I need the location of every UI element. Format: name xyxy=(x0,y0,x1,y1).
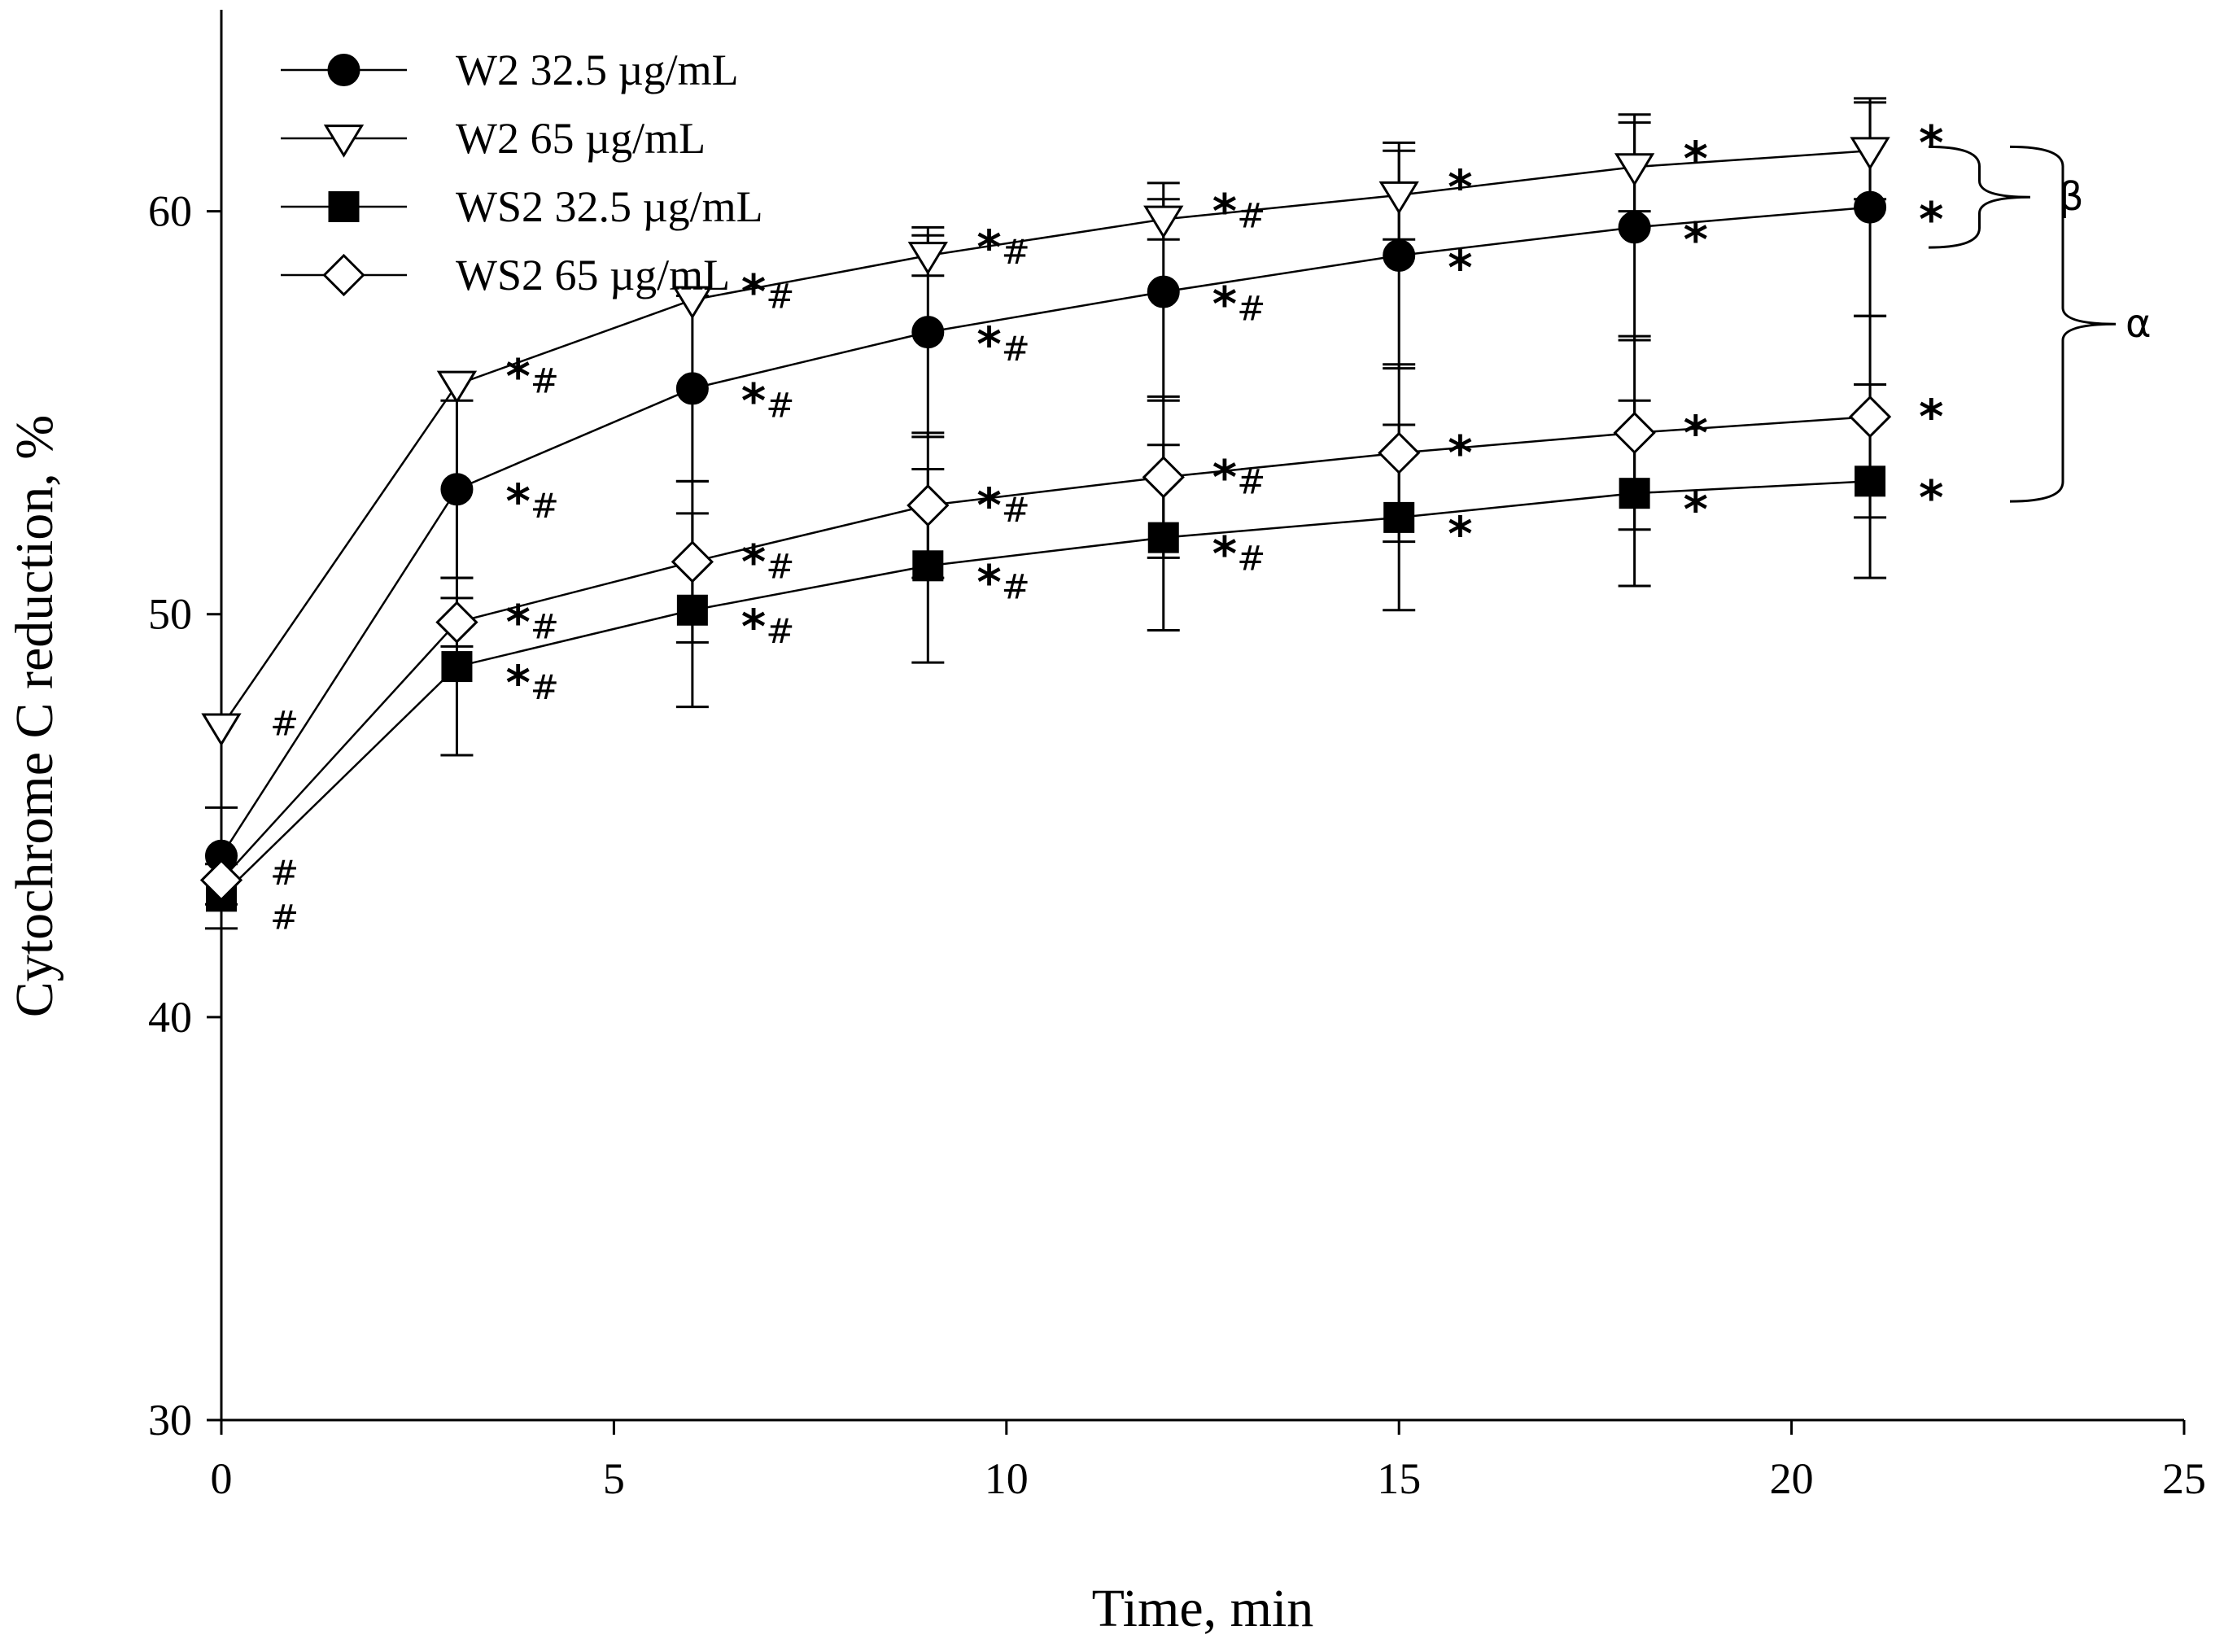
beta-bracket xyxy=(1928,145,2031,249)
x-tick-label: 5 xyxy=(603,1454,625,1503)
data-point xyxy=(672,286,713,320)
significance-mark: *# xyxy=(505,474,559,529)
significance-mark: * xyxy=(1684,131,1708,186)
significance-mark: * xyxy=(1448,506,1472,562)
data-point xyxy=(671,540,714,583)
significance-mark: * xyxy=(1919,115,1943,170)
y-tick-label: 30 xyxy=(148,1396,192,1444)
data-point xyxy=(1142,456,1185,499)
legend-marker xyxy=(322,253,365,297)
brackets: βα xyxy=(1928,145,2152,503)
y-tick-label: 40 xyxy=(148,993,192,1042)
series-layer xyxy=(199,97,1892,930)
legend-label: W2 65 µg/mL xyxy=(456,114,706,163)
x-tick-label: 10 xyxy=(985,1454,1029,1503)
data-point xyxy=(907,242,948,275)
series-line xyxy=(220,150,1871,728)
alpha-bracket-label: α xyxy=(2125,301,2152,347)
legend-marker xyxy=(327,54,360,86)
significance-mark: * xyxy=(1684,405,1708,461)
significance-mark: * xyxy=(1684,482,1708,537)
data-point xyxy=(1383,239,1416,273)
significance-mark: * xyxy=(1684,212,1708,267)
legend-label: WS2 32.5 µg/mL xyxy=(456,182,763,231)
significance-mark: *# xyxy=(505,595,559,650)
x-tick-label: 20 xyxy=(1770,1454,1814,1503)
significance-mark: *# xyxy=(741,534,795,589)
series-line xyxy=(221,480,1871,898)
y-tick-label: 60 xyxy=(148,187,192,236)
significance-mark: # xyxy=(270,853,299,893)
y-tick-label: 50 xyxy=(148,590,192,639)
x-axis-title: Time, min xyxy=(1092,1579,1314,1638)
significance-mark: *# xyxy=(741,373,795,428)
data-point xyxy=(1613,411,1656,455)
legend-item: W2 32.5 µg/mL xyxy=(281,46,739,94)
significance-mark: # xyxy=(270,897,299,937)
significance-mark: *# xyxy=(505,348,559,404)
significance-mark: * xyxy=(1448,240,1472,295)
series-2 xyxy=(201,101,1890,747)
significance-mark: * xyxy=(1919,470,1943,525)
y-axis-title: Cytochrome C reduction, % xyxy=(5,415,64,1018)
annotation-layer: #*#*#*#*#** *#*#*#*#*#** *#*#*#*#*# * * **#*#… xyxy=(270,115,1943,937)
data-point xyxy=(1614,153,1655,186)
data-point xyxy=(1378,431,1421,474)
significance-mark: *# xyxy=(741,264,795,320)
significance-mark: *# xyxy=(1212,183,1266,238)
legend: W2 32.5 µg/mL W2 65 µg/mL WS2 32.5 µg/mL WS… xyxy=(281,46,763,299)
legend-item: WS2 65 µg/mL xyxy=(281,251,730,299)
data-point xyxy=(199,859,243,902)
data-point xyxy=(907,483,950,527)
significance-mark: *# xyxy=(1212,527,1266,582)
significance-mark: * xyxy=(1919,389,1943,444)
significance-mark: * xyxy=(1919,192,1943,247)
significance-mark: * xyxy=(1448,160,1472,215)
legend-item: WS2 32.5 µg/mL xyxy=(281,182,763,231)
significance-mark: *# xyxy=(741,599,795,654)
data-point xyxy=(440,473,474,506)
significance-mark: * xyxy=(1448,426,1472,481)
significance-mark: *# xyxy=(505,655,559,710)
significance-mark: *# xyxy=(976,317,1030,372)
significance-mark: *# xyxy=(976,220,1030,275)
significance-mark: *# xyxy=(1212,449,1266,505)
axes: 0 5 10 15 20 25 30 40 50 60 xyxy=(148,10,2206,1503)
series-line xyxy=(221,415,1871,881)
legend-label: W2 32.5 µg/mL xyxy=(456,46,739,94)
legend-marker xyxy=(323,125,365,158)
data-point xyxy=(1848,395,1892,439)
data-point xyxy=(436,370,478,404)
legend-marker xyxy=(328,191,360,222)
data-point xyxy=(1143,205,1184,239)
legend-item: W2 65 µg/mL xyxy=(281,114,706,163)
significance-mark: *# xyxy=(1212,277,1266,332)
data-point xyxy=(1618,211,1651,244)
x-tick-label: 0 xyxy=(211,1454,233,1503)
data-point xyxy=(441,651,473,683)
alpha-bracket xyxy=(2009,145,2117,503)
data-point xyxy=(435,601,478,644)
data-point xyxy=(1147,275,1180,308)
x-tick-label: 25 xyxy=(2162,1454,2206,1503)
data-point xyxy=(201,713,242,747)
data-point xyxy=(911,316,945,349)
x-tick-label: 15 xyxy=(1377,1454,1421,1503)
significance-mark: # xyxy=(270,703,299,743)
legend-label: WS2 65 µg/mL xyxy=(456,251,730,299)
significance-mark: *# xyxy=(976,478,1030,533)
data-point xyxy=(675,372,709,405)
data-point xyxy=(1378,181,1419,215)
series-4 xyxy=(199,314,1892,902)
data-point xyxy=(1850,137,1890,171)
series-line xyxy=(220,206,1871,857)
significance-mark: *# xyxy=(976,554,1030,610)
